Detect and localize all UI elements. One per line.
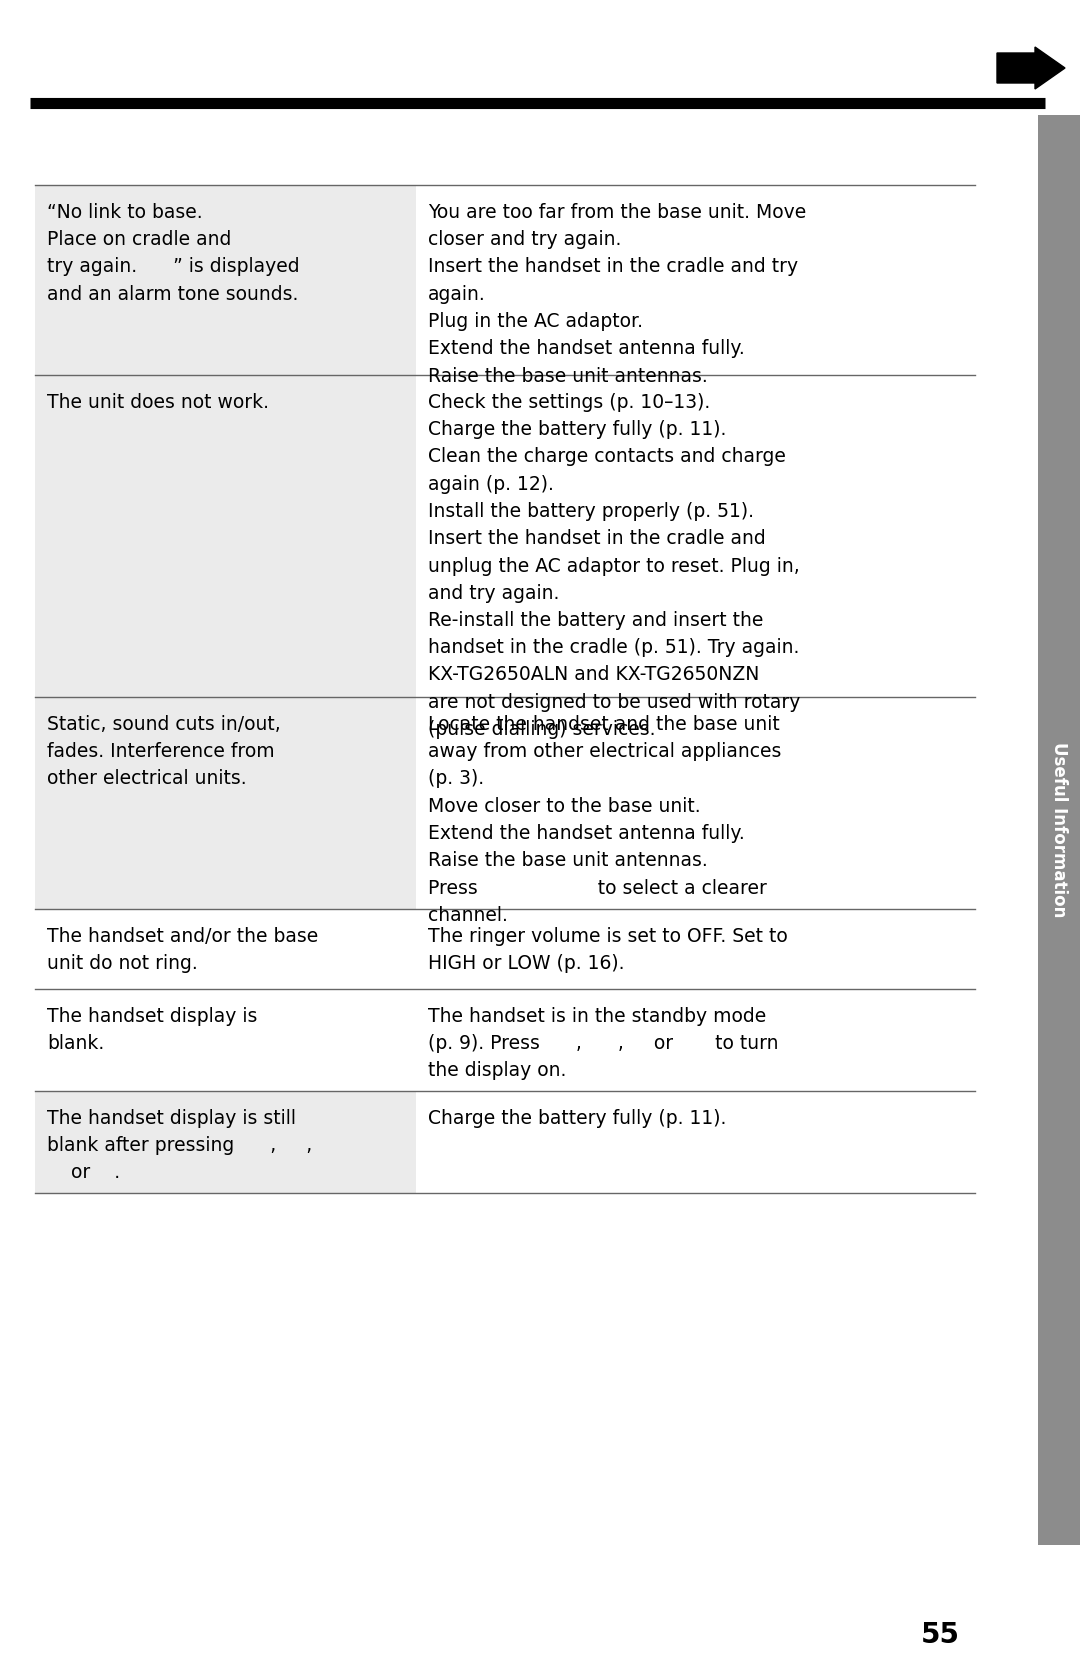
Text: The handset and/or the base
unit do not ring.: The handset and/or the base unit do not … (48, 926, 319, 973)
Text: Locate the handset and the base unit
away from other electrical appliances
(p. 3: Locate the handset and the base unit awa… (428, 714, 781, 925)
Text: The ringer volume is set to OFF. Set to
HIGH or LOW (p. 16).: The ringer volume is set to OFF. Set to … (428, 926, 787, 973)
Text: The handset is in the standby mode
(p. 9). Press      ,      ,     or       to t: The handset is in the standby mode (p. 9… (428, 1006, 779, 1080)
Text: Charge the battery fully (p. 11).: Charge the battery fully (p. 11). (428, 1108, 726, 1128)
Text: “No link to base.
Place on cradle and
try again.      ” is displayed
and an alar: “No link to base. Place on cradle and tr… (48, 204, 299, 304)
Bar (35, 376, 416, 698)
Bar (35, 185, 416, 376)
Text: Useful Information: Useful Information (1050, 743, 1068, 918)
Text: You are too far from the base unit. Move
closer and try again.
Insert the handse: You are too far from the base unit. Move… (428, 204, 806, 386)
Bar (35, 1092, 416, 1193)
Text: The handset display is
blank.: The handset display is blank. (48, 1006, 257, 1053)
Bar (35, 698, 416, 910)
Text: Check the settings (p. 10–13).
Charge the battery fully (p. 11).
Clean the charg: Check the settings (p. 10–13). Charge th… (428, 392, 800, 739)
Text: The handset display is still
blank after pressing      ,     ,
    or    .: The handset display is still blank after… (48, 1108, 312, 1183)
Text: 55: 55 (920, 1621, 959, 1649)
Text: Static, sound cuts in/out,
fades. Interference from
other electrical units.: Static, sound cuts in/out, fades. Interf… (48, 714, 281, 788)
Text: The unit does not work.: The unit does not work. (48, 392, 269, 412)
FancyArrow shape (997, 47, 1065, 88)
Bar (1038, 115, 1080, 1545)
